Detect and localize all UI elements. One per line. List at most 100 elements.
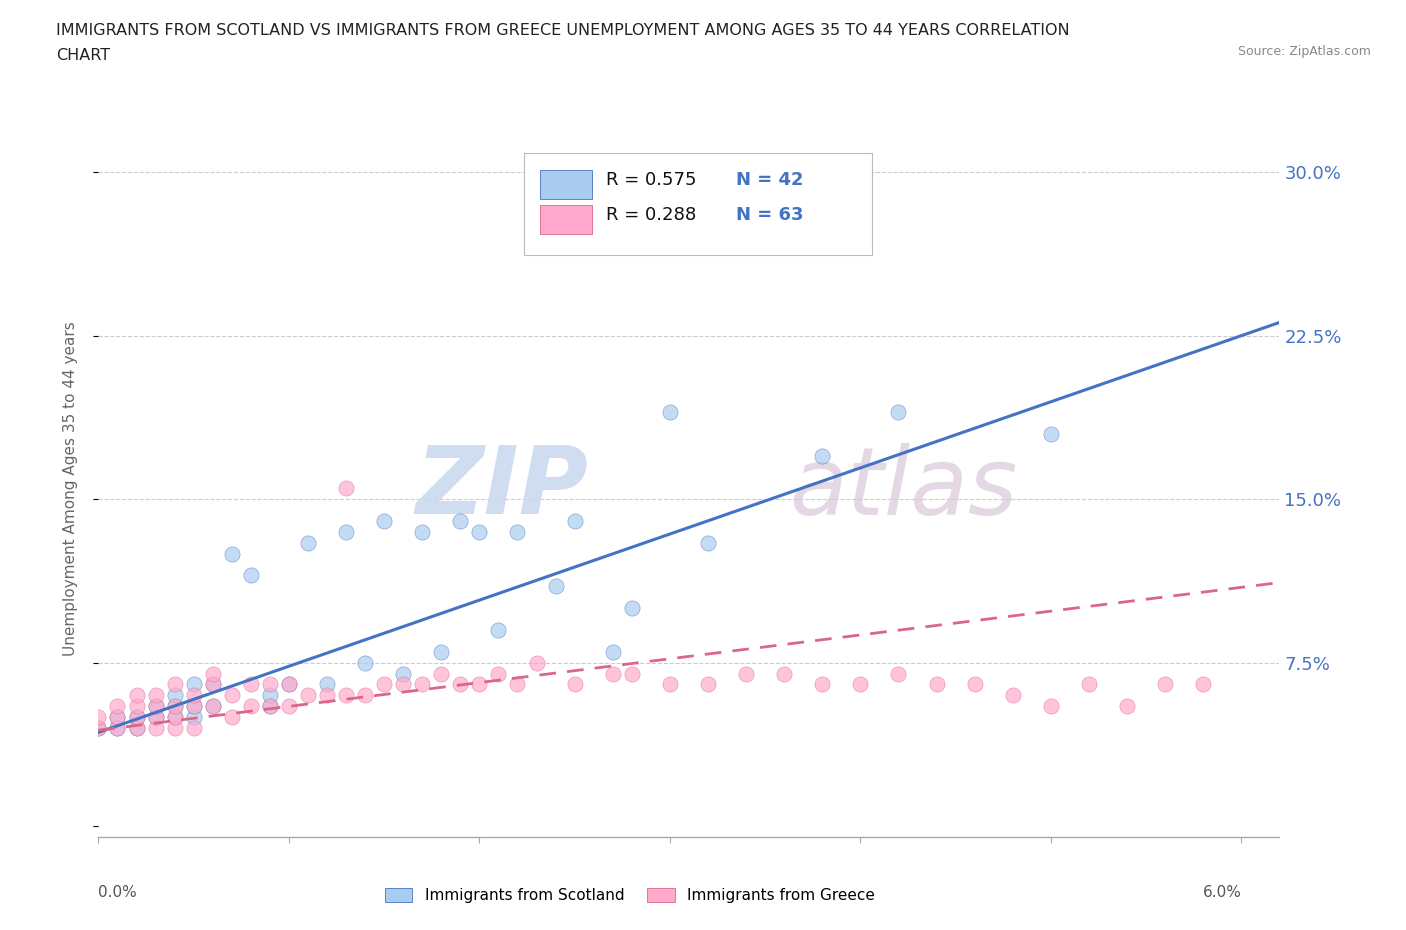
Point bbox=[277, 698, 299, 713]
Point bbox=[887, 405, 910, 419]
Point bbox=[1154, 677, 1177, 692]
Point bbox=[449, 513, 471, 528]
Text: N = 42: N = 42 bbox=[737, 171, 804, 189]
Point bbox=[1116, 698, 1139, 713]
Point bbox=[201, 698, 224, 713]
Point bbox=[468, 525, 491, 539]
Point bbox=[163, 721, 186, 736]
Point bbox=[392, 677, 415, 692]
Point bbox=[430, 666, 453, 681]
Point bbox=[87, 721, 110, 736]
Point bbox=[125, 721, 148, 736]
Point bbox=[87, 710, 110, 724]
Point bbox=[811, 677, 834, 692]
Point bbox=[107, 698, 129, 713]
Point bbox=[221, 546, 243, 561]
Point bbox=[658, 677, 681, 692]
Point bbox=[145, 688, 167, 703]
Point bbox=[145, 698, 167, 713]
Point bbox=[526, 656, 548, 671]
Point bbox=[277, 677, 299, 692]
Point bbox=[354, 656, 377, 671]
Point bbox=[887, 666, 910, 681]
Point bbox=[488, 622, 510, 637]
Point bbox=[145, 721, 167, 736]
Point bbox=[602, 666, 624, 681]
Point bbox=[163, 698, 186, 713]
Legend: Immigrants from Scotland, Immigrants from Greece: Immigrants from Scotland, Immigrants fro… bbox=[378, 883, 882, 910]
Point bbox=[354, 688, 377, 703]
Point bbox=[201, 677, 224, 692]
Point bbox=[201, 698, 224, 713]
Text: atlas: atlas bbox=[789, 443, 1018, 534]
Point bbox=[183, 710, 205, 724]
Point bbox=[183, 698, 205, 713]
Point bbox=[449, 677, 471, 692]
Point bbox=[773, 666, 796, 681]
Point bbox=[221, 688, 243, 703]
Point bbox=[107, 721, 129, 736]
Point bbox=[602, 644, 624, 659]
Point bbox=[925, 677, 948, 692]
Point bbox=[1192, 677, 1215, 692]
Point bbox=[735, 666, 758, 681]
Text: 0.0%: 0.0% bbox=[98, 885, 138, 900]
Point bbox=[125, 688, 148, 703]
Point bbox=[544, 578, 567, 593]
Point bbox=[239, 698, 262, 713]
Point bbox=[145, 710, 167, 724]
Point bbox=[411, 677, 433, 692]
Point bbox=[335, 688, 357, 703]
Text: N = 63: N = 63 bbox=[737, 206, 804, 224]
Point bbox=[697, 677, 720, 692]
Point bbox=[87, 721, 110, 736]
Point bbox=[125, 698, 148, 713]
Text: 6.0%: 6.0% bbox=[1202, 885, 1241, 900]
Point bbox=[259, 698, 281, 713]
Point bbox=[107, 710, 129, 724]
Point bbox=[564, 677, 586, 692]
Point bbox=[373, 677, 395, 692]
Point bbox=[163, 710, 186, 724]
Point bbox=[430, 644, 453, 659]
Point bbox=[411, 525, 433, 539]
Point bbox=[183, 721, 205, 736]
Point bbox=[163, 698, 186, 713]
Point bbox=[297, 688, 319, 703]
Point bbox=[183, 688, 205, 703]
Point bbox=[335, 481, 357, 496]
Point bbox=[297, 536, 319, 551]
Point bbox=[506, 677, 529, 692]
Point bbox=[849, 677, 872, 692]
Point bbox=[1039, 698, 1062, 713]
Point bbox=[107, 710, 129, 724]
FancyBboxPatch shape bbox=[523, 153, 872, 255]
Point bbox=[373, 513, 395, 528]
Point bbox=[259, 688, 281, 703]
Text: R = 0.288: R = 0.288 bbox=[606, 206, 696, 224]
Point bbox=[1039, 426, 1062, 441]
Point bbox=[1078, 677, 1101, 692]
Point bbox=[221, 710, 243, 724]
Point bbox=[392, 666, 415, 681]
FancyBboxPatch shape bbox=[540, 170, 592, 200]
Point bbox=[316, 677, 339, 692]
Point bbox=[620, 601, 643, 616]
Point bbox=[125, 710, 148, 724]
Text: ZIP: ZIP bbox=[416, 443, 589, 534]
Point bbox=[239, 568, 262, 583]
Point bbox=[259, 698, 281, 713]
Point bbox=[620, 666, 643, 681]
Point bbox=[201, 677, 224, 692]
Point bbox=[183, 677, 205, 692]
Point bbox=[163, 710, 186, 724]
Point bbox=[201, 666, 224, 681]
Y-axis label: Unemployment Among Ages 35 to 44 years: Unemployment Among Ages 35 to 44 years bbox=[63, 321, 77, 656]
Point bbox=[697, 536, 720, 551]
Point bbox=[145, 698, 167, 713]
Point bbox=[811, 448, 834, 463]
Point bbox=[145, 710, 167, 724]
Point bbox=[183, 698, 205, 713]
Point bbox=[107, 721, 129, 736]
Text: Source: ZipAtlas.com: Source: ZipAtlas.com bbox=[1237, 45, 1371, 58]
